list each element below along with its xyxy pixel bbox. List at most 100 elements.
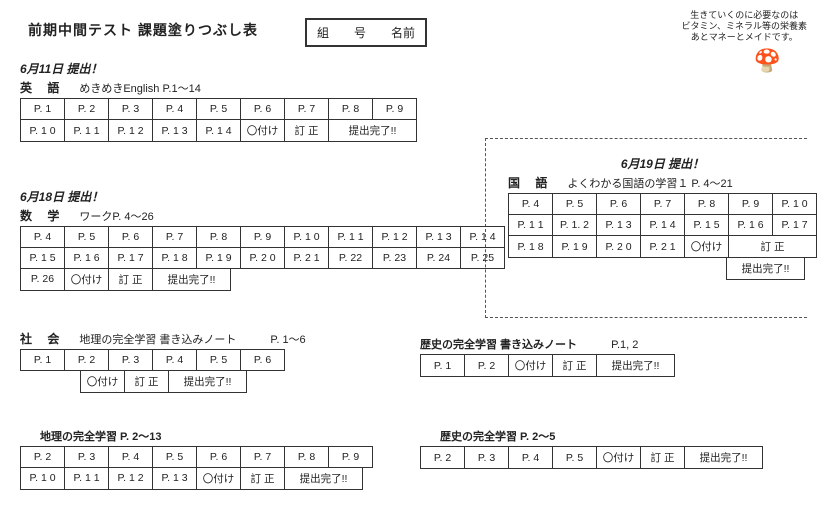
cell: 提出完了!! [329, 120, 417, 142]
cell: P. 22 [329, 248, 373, 269]
cell: P. 9 [241, 227, 285, 248]
book-label: 地理の完全学習 P. 2～13 [40, 428, 161, 444]
kokugo-grid: P. 4 P. 5 P. 6 P. 7 P. 8 P. 9 P. 1 0 P. … [508, 193, 817, 258]
cell: P. 1 8 [509, 236, 553, 258]
cell: P. 1 1 [65, 120, 109, 142]
cell: P. 2 1 [641, 236, 685, 258]
math-grid-2: P. 26 〇付け 訂 正 提出完了!! [20, 268, 231, 291]
subject-label: 社 会 [20, 330, 65, 347]
cell: P. 3 [65, 447, 109, 468]
cell: P. 9 [329, 447, 373, 468]
cell: P. 3 [465, 447, 509, 469]
kokugo-grid-2: 提出完了!! [726, 257, 805, 280]
cell: P. 1 0 [285, 227, 329, 248]
cell: 訂 正 [125, 370, 169, 392]
cell: 提出完了!! [169, 370, 247, 392]
cell: P. 7 [285, 99, 329, 120]
cell: P. 9 [729, 194, 773, 215]
cell: P. 1 5 [21, 248, 65, 269]
social2-grid-2: P. 1 0 P. 1 1 P. 1 2 P. 1 3 〇付け 訂 正 提出完了… [20, 467, 363, 490]
cell: 訂 正 [285, 120, 329, 142]
cell: 提出完了!! [153, 268, 231, 290]
cell: P. 6 [597, 194, 641, 215]
cell: P. 2 [465, 355, 509, 377]
cell: P. 1 7 [773, 215, 817, 236]
cell: P. 1 0 [21, 120, 65, 142]
cell: P. 4 [509, 447, 553, 469]
field-class: 組 [317, 24, 329, 41]
rekishi-section-2: 歴史の完全学習 P. 2～5 P. 2 P. 3 P. 4 P. 5 〇付け 訂… [420, 428, 763, 469]
cell: P. 1 0 [21, 467, 65, 489]
english-grid: P. 1 P. 2 P. 3 P. 4 P. 5 P. 6 P. 7 P. 8 … [20, 98, 417, 142]
cell: P. 1 4 [641, 215, 685, 236]
book-label: めきめきEnglish P.1～14 [79, 80, 200, 96]
cell: P. 24 [417, 248, 461, 269]
page-title: 前期中間テスト 課題塗りつぶし表 [28, 20, 258, 40]
social-section-2: 地理の完全学習 P. 2～13 P. 2 P. 3 P. 4 P. 5 P. 6… [20, 428, 373, 490]
cell: P. 6 [197, 447, 241, 468]
cell: 訂 正 [641, 447, 685, 469]
cell: P. 5 [153, 447, 197, 468]
cell: P. 1 7 [109, 248, 153, 269]
cell: P. 1 1 [65, 467, 109, 489]
cell: 〇付け [81, 370, 125, 392]
cell: P. 1 4 [197, 120, 241, 142]
cell: P. 5 [197, 99, 241, 120]
cell: 〇付け [241, 120, 285, 142]
cell: P. 1 3 [417, 227, 461, 248]
english-section: 6月11日 提出！ 英 語 めきめきEnglish P.1～14 P. 1 P.… [20, 60, 417, 142]
cell: P. 1 [21, 350, 65, 371]
book-label: ワークP. 4～26 [79, 208, 153, 224]
social1-grid: P. 1 P. 2 P. 3 P. 4 P. 5 P. 6 [20, 349, 285, 371]
cell: P. 23 [373, 248, 417, 269]
note-icon: 🍄 [754, 48, 781, 74]
top-note: 生きていくのに必要なのは ビタミン、ミネラル等の栄養素 あとマネーとメイドです。 [682, 10, 807, 42]
cell: P. 5 [197, 350, 241, 371]
cell: P. 2 0 [597, 236, 641, 258]
subject-label: 英 語 [20, 79, 65, 96]
rekishi1-grid: P. 1 P. 2 〇付け 訂 正 提出完了!! [420, 354, 675, 377]
social1-grid-2: 〇付け 訂 正 提出完了!! [80, 370, 247, 393]
cell: 提出完了!! [285, 467, 363, 489]
subject-label: 国 語 [508, 174, 553, 191]
book-label: 地理の完全学習 書き込みノート [79, 331, 236, 347]
cell: P. 2 [21, 447, 65, 468]
cell: 訂 正 [729, 236, 817, 258]
cell: 〇付け [685, 236, 729, 258]
cell: 訂 正 [109, 268, 153, 290]
cell: P. 8 [197, 227, 241, 248]
social-section-1: 社 会 地理の完全学習 書き込みノート P. 1～6 P. 1 P. 2 P. … [20, 330, 306, 393]
cell: 提出完了!! [685, 447, 763, 469]
social2-grid: P. 2 P. 3 P. 4 P. 5 P. 6 P. 7 P. 8 P. 9 [20, 446, 373, 468]
cell: 提出完了!! [597, 355, 675, 377]
due-date: 6月19日 提出！ [508, 155, 817, 172]
cell: P. 1 2 [373, 227, 417, 248]
cell: P. 3 [109, 99, 153, 120]
cell: P. 1 6 [729, 215, 773, 236]
rekishi2-grid: P. 2 P. 3 P. 4 P. 5 〇付け 訂 正 提出完了!! [420, 446, 763, 469]
cell: P. 2 [65, 350, 109, 371]
cell: P. 6 [109, 227, 153, 248]
cell: P. 5 [553, 447, 597, 469]
kokugo-section: 6月19日 提出！ 国 語 よくわかる国語の学習１ P. 4～21 P. 4 P… [508, 155, 817, 280]
subject-label: 数 学 [20, 207, 65, 224]
range-label: P. 1～6 [270, 331, 305, 347]
cell: P. 1 [21, 99, 65, 120]
cell: P. 4 [153, 99, 197, 120]
cell: P. 9 [373, 99, 417, 120]
student-info-box: 組 号 名前 [305, 18, 427, 47]
cell: P. 1 4 [461, 227, 505, 248]
cell: P. 4 [21, 227, 65, 248]
cell: P. 2 1 [285, 248, 329, 269]
cell: P. 1 2 [109, 120, 153, 142]
cell: 訂 正 [553, 355, 597, 377]
note-line: あとマネーとメイドです。 [682, 32, 807, 43]
cell: P. 7 [641, 194, 685, 215]
cell: P. 4 [153, 350, 197, 371]
cell: P. 4 [109, 447, 153, 468]
range-label: P.1, 2 [611, 339, 638, 351]
cell: 訂 正 [241, 467, 285, 489]
cell: P. 5 [65, 227, 109, 248]
cell: P. 1 9 [197, 248, 241, 269]
cell: P. 1 3 [153, 120, 197, 142]
